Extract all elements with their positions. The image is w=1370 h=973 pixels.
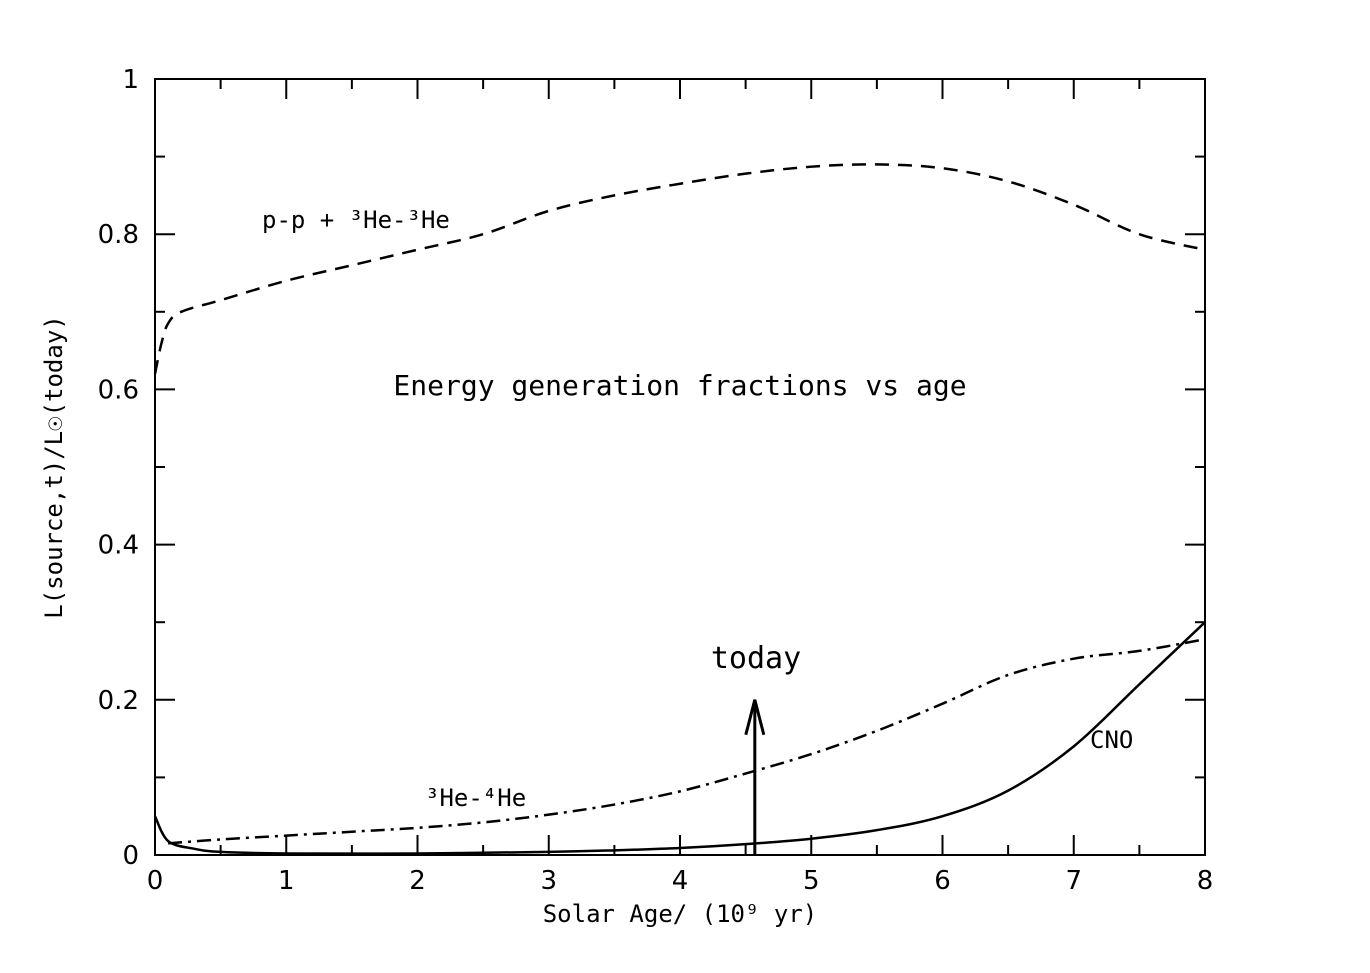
arrow-head	[744, 699, 766, 736]
x-tick-label: 6	[934, 866, 951, 896]
y-tick-label: 0.8	[98, 220, 139, 250]
series-line-cno	[153, 621, 1206, 855]
x-tick-label: 0	[147, 866, 164, 896]
x-tick-label: 3	[540, 866, 557, 896]
label-cno: CNO	[1090, 726, 1133, 754]
x-tick-label: 1	[278, 866, 295, 896]
label-he3he4: ³He-⁴He	[425, 784, 526, 812]
y-tick-label: 0.2	[98, 686, 139, 716]
today-arrow	[744, 699, 766, 855]
y-axis-label: L(source,t)/L☉(today)	[40, 315, 68, 618]
y-tick-label: 0.4	[98, 531, 139, 561]
label-today: today	[711, 641, 801, 676]
y-tick-label: 1	[122, 65, 139, 95]
y-tick-label: 0.6	[98, 375, 139, 405]
x-tick-label: 5	[803, 866, 820, 896]
x-tick-label: 8	[1197, 866, 1214, 896]
plot-frame	[154, 78, 1206, 856]
y-tick-label: 0	[122, 841, 139, 871]
x-tick-label: 7	[1065, 866, 1082, 896]
x-tick-label: 2	[409, 866, 426, 896]
series-line-pp	[153, 163, 1206, 375]
series-line-he3he4	[168, 638, 1206, 845]
x-axis-label: Solar Age/ (10⁹ yr)	[543, 900, 818, 928]
chart-title: Energy generation fractions vs age	[393, 369, 966, 402]
label-pp: p-p + ³He-³He	[262, 206, 450, 234]
x-tick-label: 4	[672, 866, 689, 896]
